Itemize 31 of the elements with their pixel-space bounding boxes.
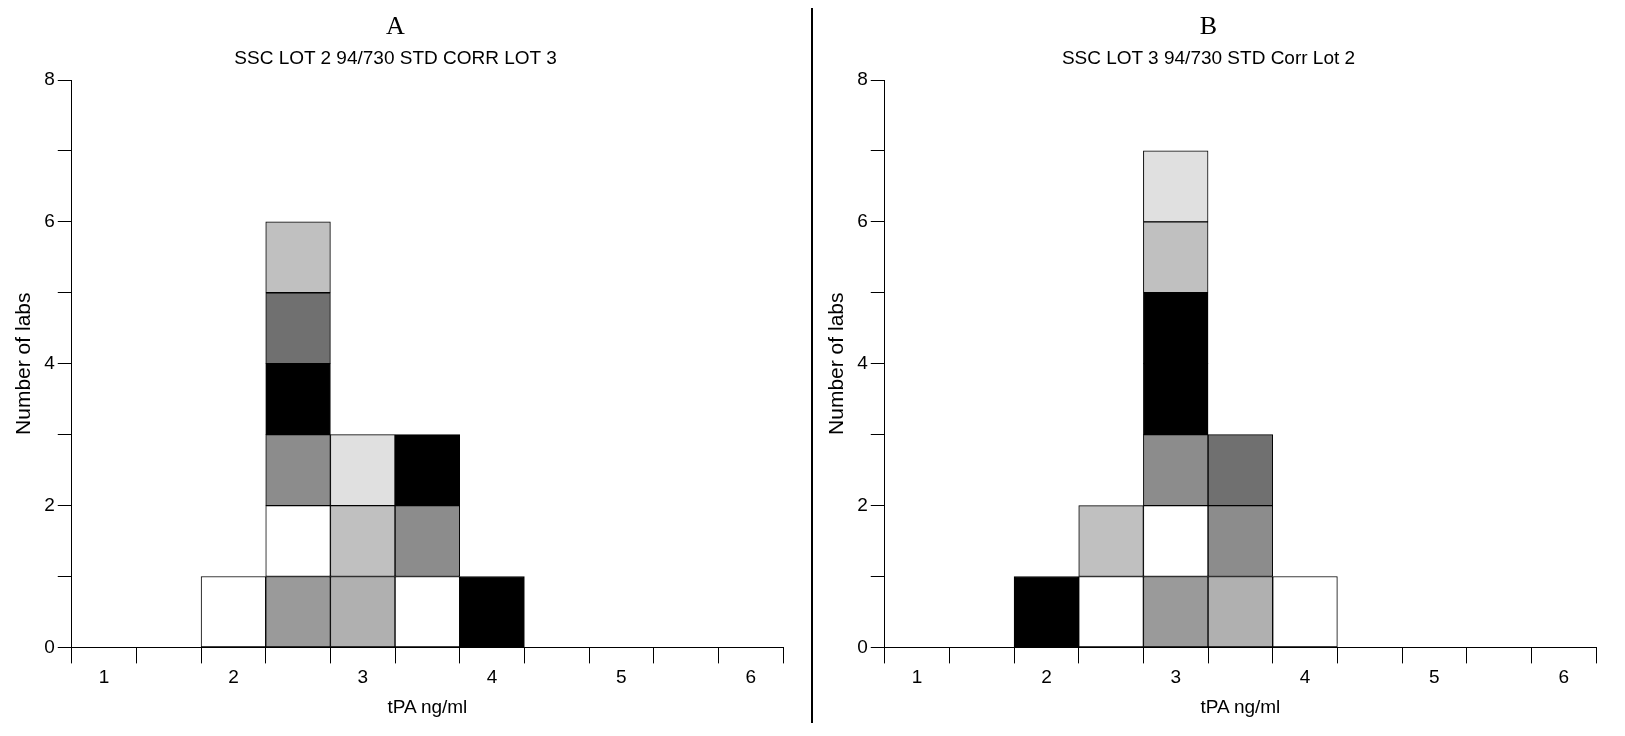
x-tick-label: 3 xyxy=(357,666,369,688)
y-tick-label: 0 xyxy=(857,635,868,657)
chart-subtitle: SSC LOT 3 94/730 STD Corr Lot 2 xyxy=(1061,46,1356,68)
y-tick-label: 8 xyxy=(44,68,55,90)
chart-subtitle: SSC LOT 2 94/730 STD CORR LOT 3 xyxy=(234,46,557,68)
y-axis-title: Number of labs xyxy=(11,292,35,435)
x-tick-label: 3 xyxy=(1170,666,1182,688)
chart-title: A xyxy=(386,11,406,41)
y-tick-label: 6 xyxy=(44,210,55,232)
y-tick-label: 2 xyxy=(44,493,55,515)
x-tick-label: 6 xyxy=(1558,666,1569,688)
y-tick-label: 4 xyxy=(44,351,56,373)
x-axis-title: tPA ng/ml xyxy=(387,695,468,717)
chart-title: B xyxy=(1199,11,1218,41)
y-axis-title: Number of labs xyxy=(824,292,848,435)
x-tick-label: 2 xyxy=(228,666,239,688)
x-tick-label: 5 xyxy=(1429,666,1440,688)
y-tick-label: 8 xyxy=(857,68,868,90)
y-tick-label: 0 xyxy=(44,635,55,657)
y-tick-label: 2 xyxy=(857,493,868,515)
x-tick-label: 6 xyxy=(745,666,756,688)
bar xyxy=(265,363,331,435)
x-tick-label: 5 xyxy=(616,666,627,688)
y-tick-label: 6 xyxy=(857,210,868,232)
x-tick-label: 1 xyxy=(911,666,923,688)
x-tick-label: 2 xyxy=(1041,666,1052,688)
x-tick-label: 4 xyxy=(486,666,498,688)
x-tick-label: 4 xyxy=(1299,666,1311,688)
x-axis-title: tPA ng/ml xyxy=(1200,695,1281,717)
y-tick-label: 4 xyxy=(857,351,869,373)
x-tick-label: 1 xyxy=(98,666,110,688)
